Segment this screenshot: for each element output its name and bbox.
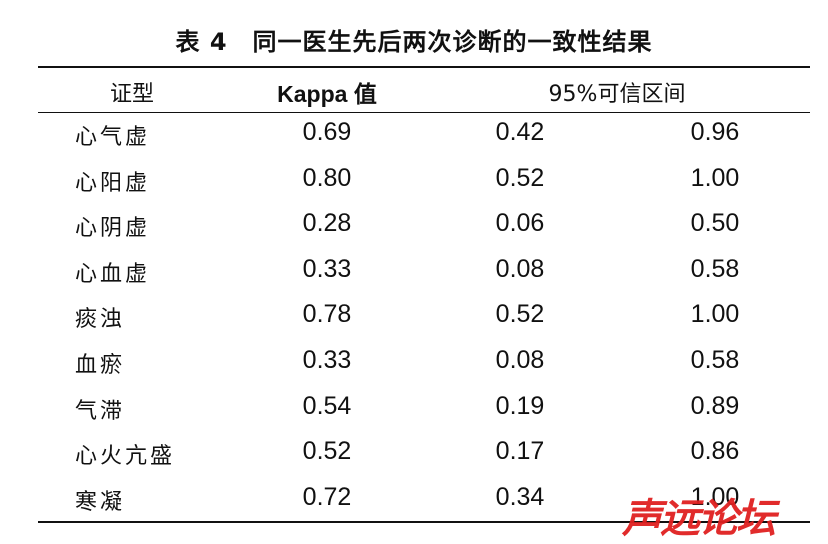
value-cell: 0.50 — [690, 209, 740, 238]
value-cell: 0.89 — [690, 391, 740, 420]
value-cell: 0.86 — [690, 437, 740, 466]
syndrome-cell: 心阳虚 — [75, 170, 151, 196]
value-cell: 0.54 — [302, 391, 352, 420]
syndrome-cell: 血瘀 — [75, 353, 126, 378]
syndrome-cell: 气滞 — [75, 398, 126, 424]
syndrome-cell: 心气虚 — [75, 125, 151, 150]
value-cell: 0.34 — [495, 482, 545, 511]
value-cell: 0.52 — [495, 163, 545, 192]
value-cell: 0.28 — [302, 209, 352, 238]
value-cell: 0.33 — [302, 346, 352, 374]
value-cell: 0.42 — [495, 118, 545, 146]
value-cell: 1.00 — [690, 482, 740, 511]
value-cell: 0.06 — [495, 209, 545, 238]
table-title: 表 4 同一医生先后两次诊断的一致性结果 — [175, 28, 653, 56]
bottom-rule — [38, 521, 810, 523]
value-cell: 0.52 — [495, 300, 545, 329]
value-cell: 0.96 — [690, 118, 740, 146]
value-cell: 0.52 — [302, 437, 352, 466]
top-rule — [38, 66, 810, 68]
value-cell: 0.33 — [302, 254, 352, 283]
value-cell: 1.00 — [690, 300, 740, 329]
header-cell: Kappa 值 — [277, 81, 377, 107]
value-cell: 0.80 — [302, 163, 352, 192]
watermark: 声远论坛 — [622, 496, 776, 542]
header-cell: 95%可信区间 — [548, 82, 686, 107]
value-cell: 0.69 — [302, 118, 352, 146]
syndrome-cell: 寒凝 — [75, 489, 126, 515]
value-cell: 0.17 — [495, 437, 545, 466]
syndrome-cell: 心阴虚 — [75, 216, 151, 242]
syndrome-cell: 心火亢盛 — [75, 444, 176, 470]
value-cell: 0.78 — [302, 300, 352, 329]
header-cell: 证型 — [109, 82, 155, 107]
value-cell: 1.00 — [690, 163, 740, 192]
value-cell: 0.08 — [495, 346, 545, 374]
syndrome-cell: 心血虚 — [75, 261, 151, 287]
syndrome-cell: 痰浊 — [75, 307, 126, 333]
value-cell: 0.58 — [690, 346, 740, 374]
value-cell: 0.19 — [495, 391, 545, 420]
value-cell: 0.72 — [302, 482, 352, 511]
value-cell: 0.58 — [690, 254, 740, 283]
header-rule — [38, 112, 810, 113]
value-cell: 0.08 — [495, 254, 545, 283]
